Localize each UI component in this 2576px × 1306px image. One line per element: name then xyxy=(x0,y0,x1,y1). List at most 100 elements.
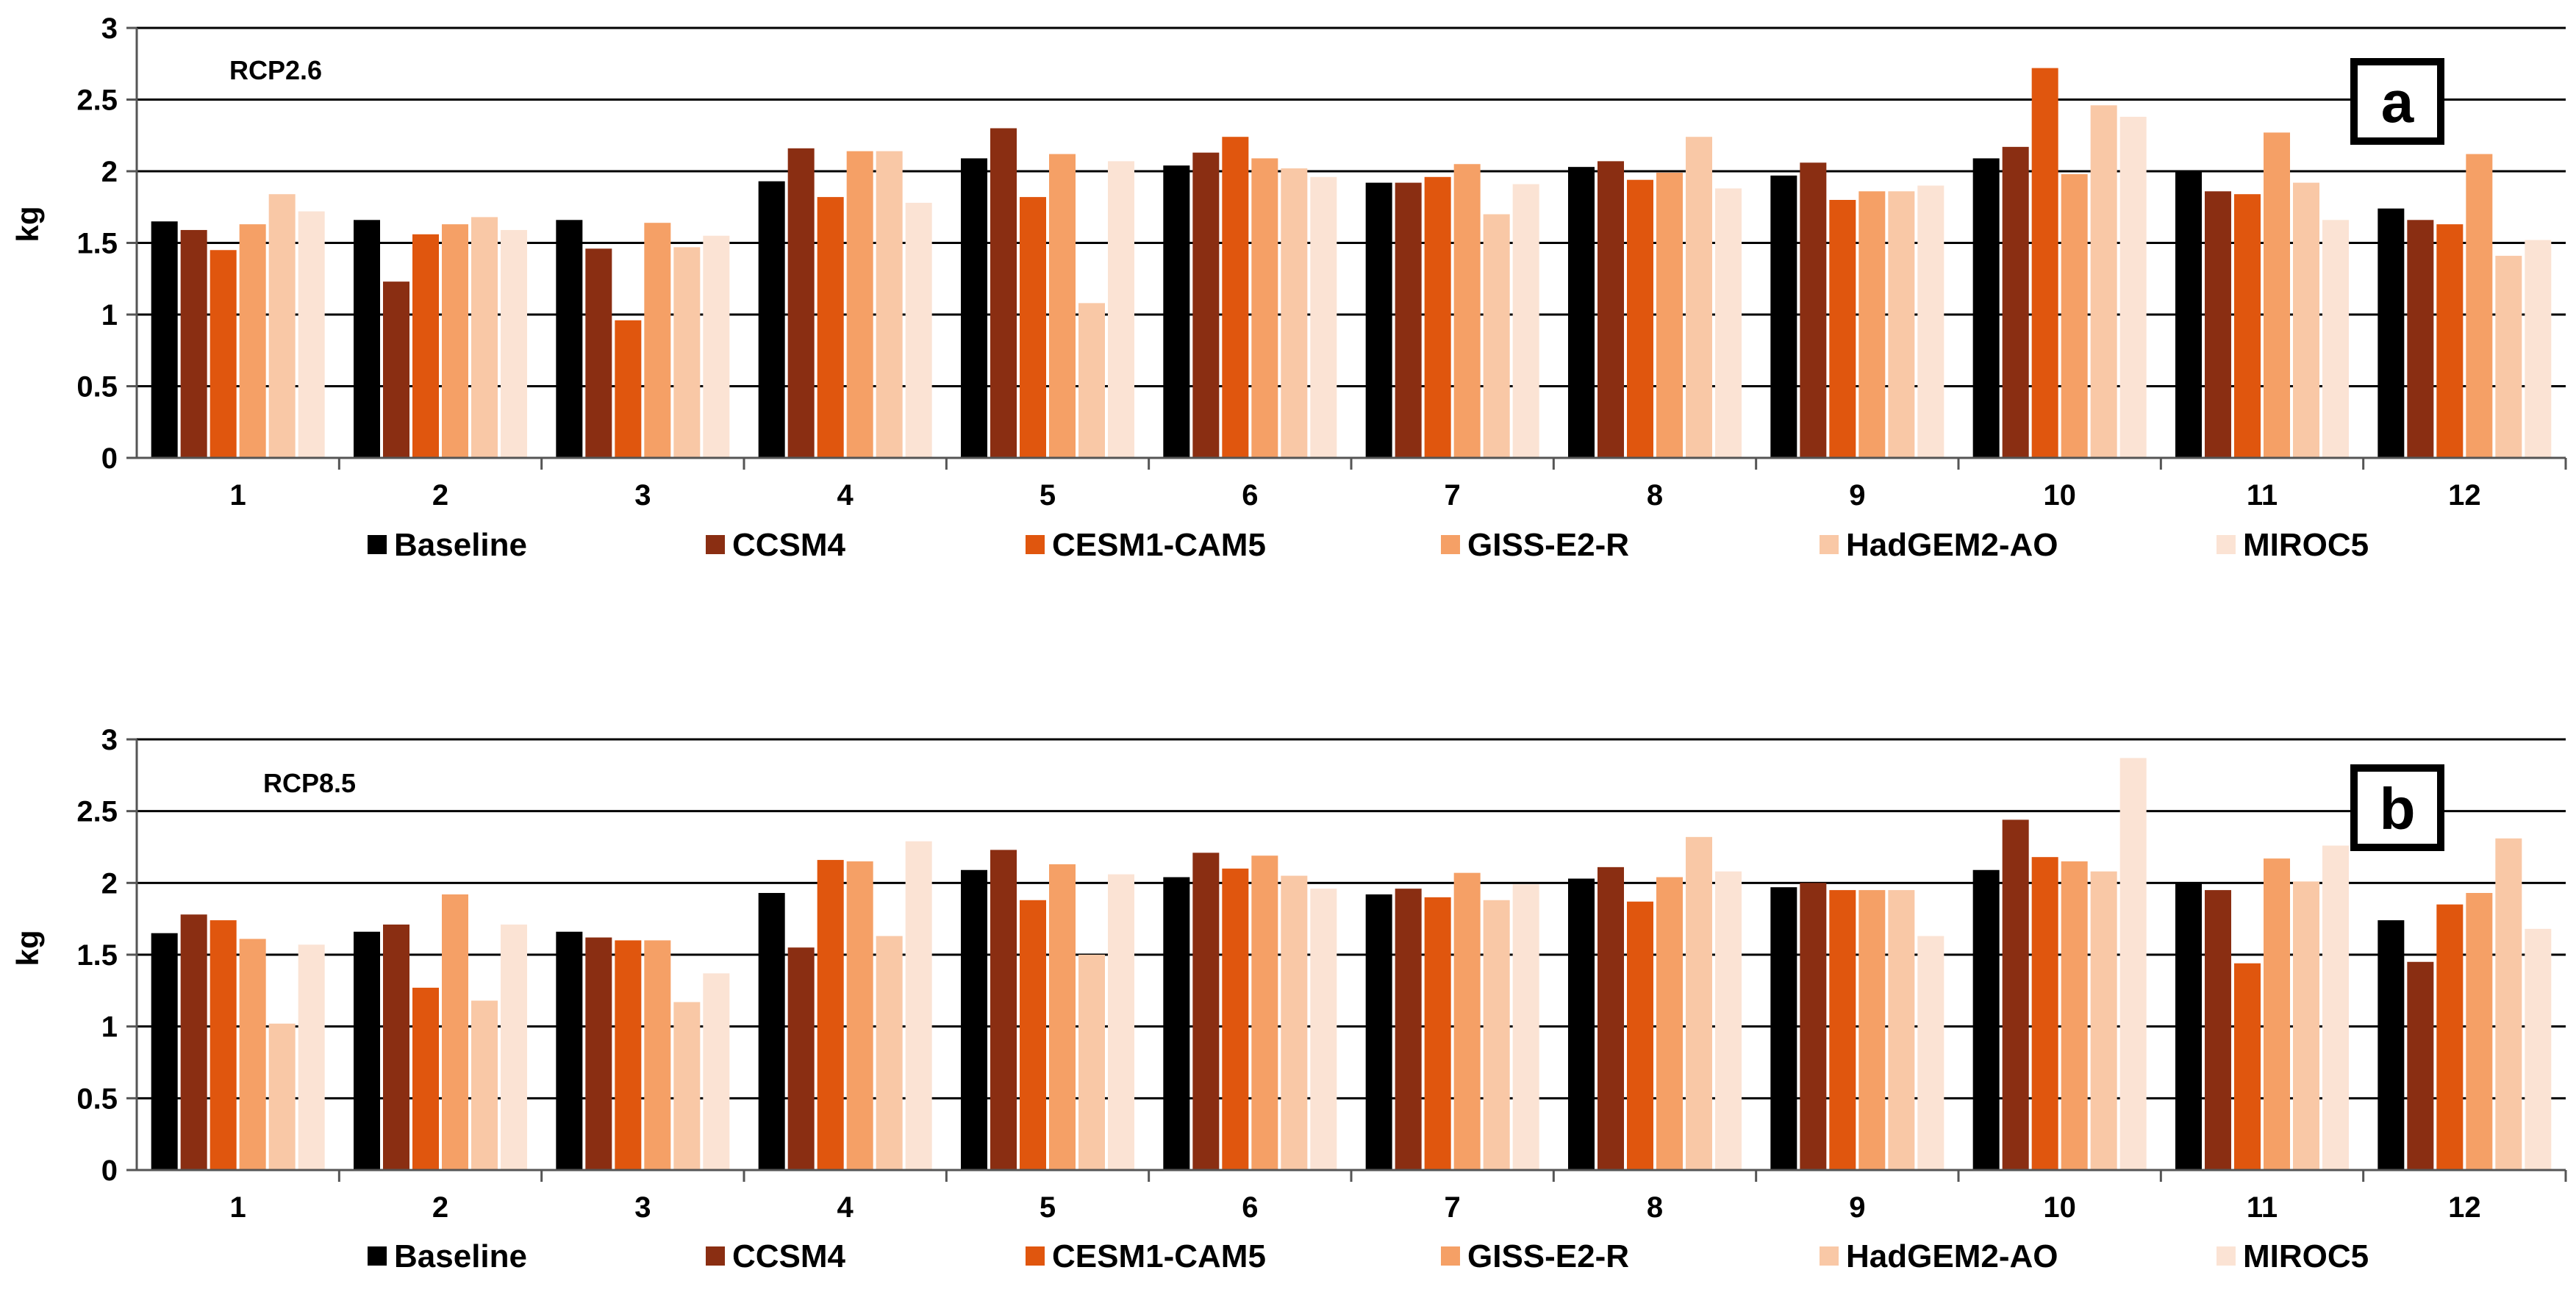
panel-b-x-tick-label: 2 xyxy=(432,1191,448,1224)
panel-a-legend-label-baseline: Baseline xyxy=(394,527,527,563)
panel-a-bar-hadgem2-ao-3 xyxy=(673,247,701,458)
panel-a-bar-hadgem2-ao-1 xyxy=(268,194,296,458)
panel-a-bar-ccsm4-1 xyxy=(180,229,207,458)
panel-a-bar-miroc5-7 xyxy=(1512,184,1539,459)
panel-b-legend-swatch-miroc5 xyxy=(2217,1246,2236,1266)
panel-b-bar-hadgem2-ao-6 xyxy=(1281,875,1308,1170)
panel-a-y-tick-label: 2 xyxy=(101,156,118,188)
panel-b-bar-miroc5-7 xyxy=(1512,884,1539,1170)
panel-b-bar-cesm1-cam5-12 xyxy=(2436,904,2464,1170)
panel-a-x-tick-label: 12 xyxy=(2448,479,2481,512)
panel-a-bar-baseline-12 xyxy=(2378,208,2405,458)
panel-a-bar-ccsm4-10 xyxy=(2002,146,2029,458)
panel-b-bar-ccsm4-9 xyxy=(1800,883,1827,1170)
panel-b-y-tick-label: 2 xyxy=(101,867,118,900)
panel-a-bar-hadgem2-ao-6 xyxy=(1281,168,1308,458)
panel-a-x-tick-label: 6 xyxy=(1242,479,1258,512)
panel-b-y-tick-label: 3 xyxy=(101,724,118,756)
panel-a-bar-hadgem2-ao-4 xyxy=(876,151,903,458)
panel-b-bar-baseline-8 xyxy=(1568,878,1595,1170)
panel-b-bar-giss-e2-r-4 xyxy=(846,861,873,1170)
panel-b-bar-giss-e2-r-3 xyxy=(644,940,671,1170)
panel-b-bar-ccsm4-1 xyxy=(180,914,207,1170)
panel-b-bar-hadgem2-ao-2 xyxy=(471,1000,498,1170)
panel-a-bar-baseline-5 xyxy=(961,158,987,458)
panel-b-letter-box: b xyxy=(2350,764,2444,851)
panel-a-bar-cesm1-cam5-1 xyxy=(210,250,237,458)
panel-a-bar-miroc5-5 xyxy=(1108,161,1134,458)
panel-b-bar-giss-e2-r-5 xyxy=(1049,864,1076,1170)
panel-b-x-tick-label: 12 xyxy=(2448,1191,2481,1224)
panel-b-bar-hadgem2-ao-9 xyxy=(1888,890,1915,1170)
panel-b-y-tick-label: 1 xyxy=(101,1011,118,1044)
panel-a-bar-baseline-10 xyxy=(1972,158,2000,458)
panel-a-y-tick-label: 2.5 xyxy=(76,85,118,117)
panel-a-bar-baseline-1 xyxy=(151,221,178,458)
panel-b-x-tick-label: 9 xyxy=(1849,1191,1865,1224)
panel-a-bar-baseline-4 xyxy=(758,181,785,458)
panel-a-bar-baseline-9 xyxy=(1770,175,1797,458)
panel-a-bar-giss-e2-r-8 xyxy=(1656,172,1683,458)
panel-b-bar-miroc5-8 xyxy=(1715,871,1742,1170)
panel-b-bar-ccsm4-8 xyxy=(1598,867,1624,1170)
panel-a-bar-baseline-3 xyxy=(556,220,583,458)
panel-a-bar-baseline-8 xyxy=(1568,167,1595,458)
panel-b-bar-giss-e2-r-7 xyxy=(1453,872,1481,1170)
panel-b-x-tick-label: 4 xyxy=(837,1191,854,1224)
panel-a-bar-ccsm4-4 xyxy=(787,148,815,459)
panel-a-x-tick-label: 9 xyxy=(1849,479,1865,512)
panel-a-axes: 00.511.522.531 2 3 4 5 6 7 8 9 10 11 12 xyxy=(76,12,2567,512)
panel-a-bar-miroc5-1 xyxy=(298,211,325,458)
panel-a-bar-ccsm4-7 xyxy=(1395,182,1422,458)
panel-b-bar-miroc5-9 xyxy=(1917,936,1944,1170)
panel-a-bar-giss-e2-r-4 xyxy=(846,151,873,458)
panel-b-y-tick-label: 0 xyxy=(101,1155,118,1187)
panel-a-bar-baseline-2 xyxy=(354,220,380,458)
panel-a-x-tick-label: 1 xyxy=(230,479,246,512)
panel-a-bars xyxy=(151,68,2552,459)
panel-b-x-tick-label: 3 xyxy=(634,1191,651,1224)
panel-a-bar-cesm1-cam5-11 xyxy=(2234,194,2261,458)
panel-a-y-tick-label: 1.5 xyxy=(76,228,118,260)
panel-b-bar-giss-e2-r-12 xyxy=(2466,893,2493,1170)
panel-b-bar-ccsm4-11 xyxy=(2205,890,2231,1170)
panel-a-x-tick-label: 11 xyxy=(2247,479,2278,512)
panel-b-legend-swatch-baseline xyxy=(368,1246,387,1266)
panel-b-legend-swatch-hadgem2-ao xyxy=(1820,1246,1839,1266)
panel-b-bar-cesm1-cam5-2 xyxy=(412,987,439,1170)
panel-a-letter: a xyxy=(2381,69,2414,134)
panel-b-legend-swatch-cesm1-cam5 xyxy=(1026,1246,1045,1266)
panel-a-bar-miroc5-2 xyxy=(501,229,527,458)
panel-b-axes: 00.511.522.531 2 3 4 5 6 7 8 9 10 11 12 xyxy=(76,724,2567,1224)
panel-b-bar-giss-e2-r-6 xyxy=(1251,855,1278,1170)
panel-b-bar-cesm1-cam5-4 xyxy=(817,860,844,1170)
panel-b-legend-label-cesm1-cam5: CESM1-CAM5 xyxy=(1052,1238,1266,1274)
panel-b-bar-baseline-1 xyxy=(151,933,178,1170)
panel-a-bar-ccsm4-11 xyxy=(2205,191,2231,458)
panel-a-y-axis-label: kg xyxy=(10,206,45,242)
panel-b-bar-baseline-9 xyxy=(1770,887,1797,1170)
panel-a-x-tick-label: 2 xyxy=(432,479,448,512)
panel-a-bar-baseline-7 xyxy=(1365,182,1392,458)
panel-b-x-tick-label: 10 xyxy=(2043,1191,2076,1224)
panel-a-bar-giss-e2-r-10 xyxy=(2061,173,2088,458)
panel-b-gridlines xyxy=(137,738,2566,1099)
panel-a-y-tick-label: 1 xyxy=(101,299,118,331)
panel-a-bar-miroc5-3 xyxy=(703,235,730,458)
panel-a-legend-swatch-ccsm4 xyxy=(706,535,725,554)
panel-b-bar-baseline-3 xyxy=(556,931,583,1170)
panel-b-bar-miroc5-3 xyxy=(703,973,730,1170)
panel-b-bar-cesm1-cam5-7 xyxy=(1424,897,1451,1170)
panel-b-bar-miroc5-1 xyxy=(298,944,325,1170)
panel-a-bar-miroc5-12 xyxy=(2525,240,2552,458)
panel-b-bar-miroc5-6 xyxy=(1310,889,1337,1170)
panel-b-bar-cesm1-cam5-1 xyxy=(210,920,237,1170)
panel-b-bar-hadgem2-ao-7 xyxy=(1483,900,1510,1170)
panel-b-y-axis-label: kg xyxy=(10,930,45,966)
panel-b-bar-baseline-10 xyxy=(1972,869,2000,1170)
panel-b-x-tick-label: 5 xyxy=(1040,1191,1056,1224)
panel-a-legend-label-giss-e2-r: GISS-E2-R xyxy=(1467,527,1629,563)
panel-a-x-tick-label: 3 xyxy=(634,479,651,512)
panel-a-bar-miroc5-9 xyxy=(1917,185,1944,458)
panel-a-bar-hadgem2-ao-10 xyxy=(2090,105,2117,459)
